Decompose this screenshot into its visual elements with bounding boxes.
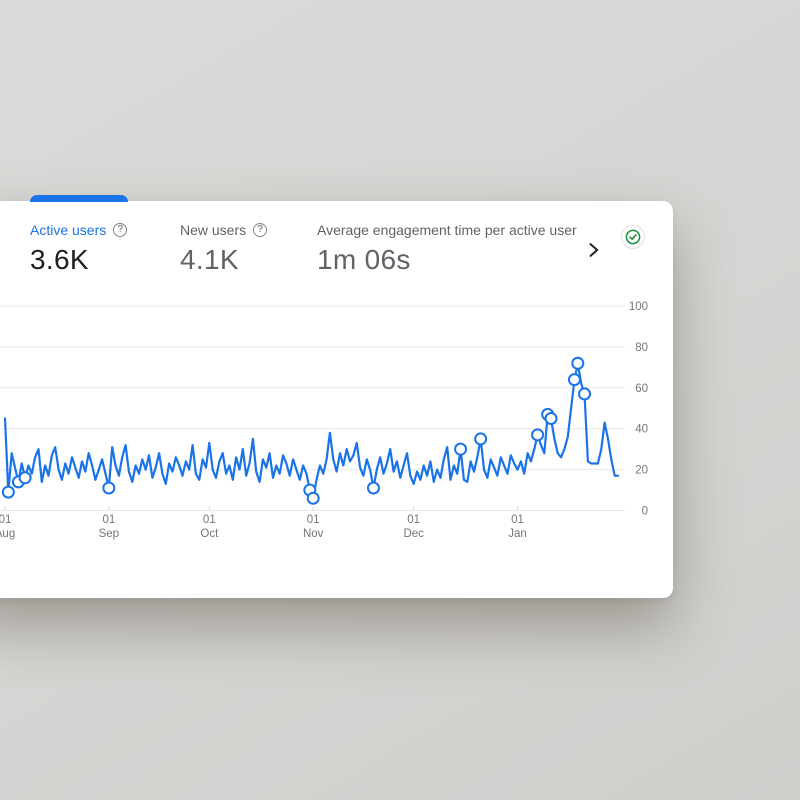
svg-text:Oct: Oct (200, 528, 219, 540)
active-tab-indicator (30, 195, 128, 202)
metric-value: 3.6K (30, 244, 89, 275)
svg-text:Nov: Nov (303, 528, 324, 540)
metric-value: 4.1K (180, 244, 239, 275)
expand-report-button[interactable] (580, 237, 606, 263)
svg-text:01: 01 (102, 514, 115, 526)
metric-label: New users (180, 221, 247, 238)
svg-text:0: 0 (642, 506, 648, 518)
svg-text:20: 20 (635, 465, 648, 477)
svg-text:01: 01 (407, 514, 420, 526)
metric-label: Active users (30, 221, 107, 238)
svg-text:01: 01 (203, 514, 216, 526)
summary-card: Active users ? 3.6K New users ? 4.1K Ave… (0, 195, 673, 598)
data-quality-badge[interactable] (621, 225, 645, 249)
svg-text:01: 01 (511, 514, 524, 526)
active-users-line-chart[interactable]: 0 20 40 60 80 100 01 Aug 01 Sep 01 Oct 01 Nov 01 Dec 01 J… (0, 295, 660, 546)
svg-text:Dec: Dec (403, 528, 424, 540)
svg-text:01: 01 (0, 514, 11, 526)
svg-text:80: 80 (635, 342, 648, 354)
svg-text:01: 01 (307, 514, 320, 526)
metric-tab-avg-engagement-time[interactable]: Average engagement time per active user … (317, 221, 577, 275)
svg-text:Jan: Jan (508, 528, 527, 540)
svg-text:60: 60 (635, 383, 648, 395)
check-circle-icon (625, 229, 641, 245)
svg-text:Aug: Aug (0, 528, 15, 540)
chevron-right-icon (589, 243, 599, 257)
metric-label: Average engagement time per active user (317, 221, 577, 238)
metric-tab-active-users[interactable]: Active users ? 3.6K (30, 221, 128, 275)
metric-tab-new-users[interactable]: New users ? 4.1K (180, 221, 268, 275)
help-icon[interactable]: ? (113, 222, 128, 237)
svg-text:100: 100 (629, 301, 648, 313)
svg-text:40: 40 (635, 424, 648, 436)
svg-text:Sep: Sep (99, 528, 119, 540)
metric-value: 1m 06s (317, 244, 411, 275)
help-icon[interactable]: ? (253, 222, 268, 237)
